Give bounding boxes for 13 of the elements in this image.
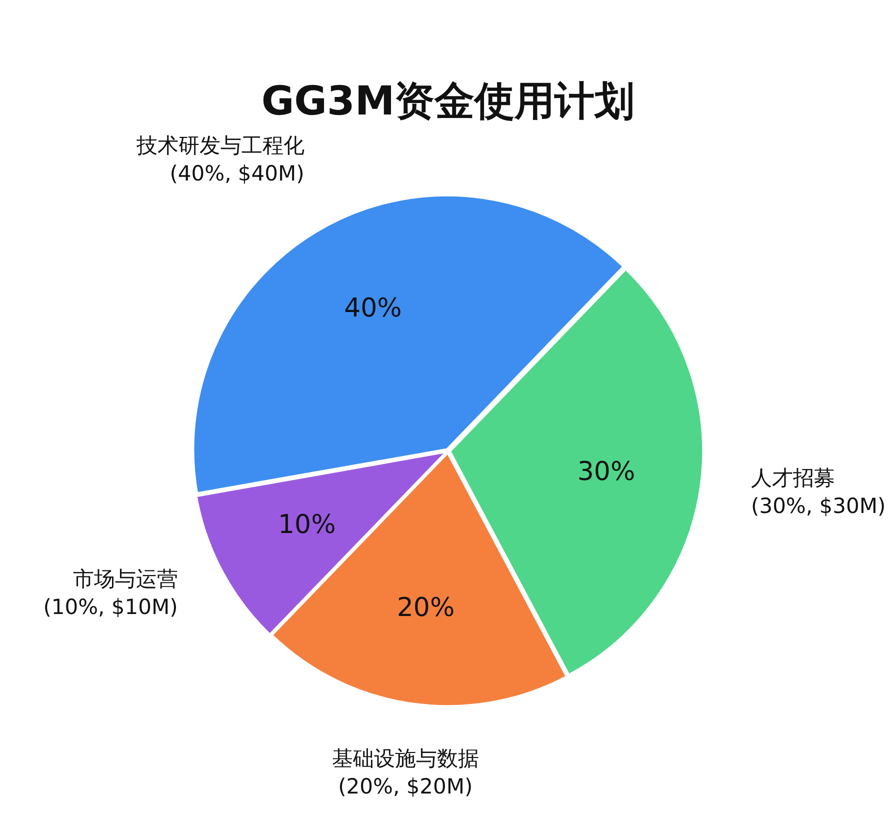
slice-label: 基础设施与数据 xyxy=(332,746,479,770)
text: (10%, $10M) xyxy=(43,595,178,620)
text: (20%, $20M) xyxy=(338,774,473,798)
text: (40%, $40M) xyxy=(170,161,304,186)
slice-label: 人才招募 xyxy=(751,466,836,490)
data-label: 40% xyxy=(344,294,402,324)
slice-label: 市场与运营 xyxy=(72,567,178,592)
data-label: 20% xyxy=(396,592,455,623)
slice-label: 技术研发与工程化 xyxy=(135,133,304,158)
data-label: 10% xyxy=(278,510,336,540)
chart-title: GG3M资金使用计划 xyxy=(261,78,635,124)
data-label: 30% xyxy=(577,456,636,487)
text: (30%, $30M) xyxy=(751,494,886,518)
